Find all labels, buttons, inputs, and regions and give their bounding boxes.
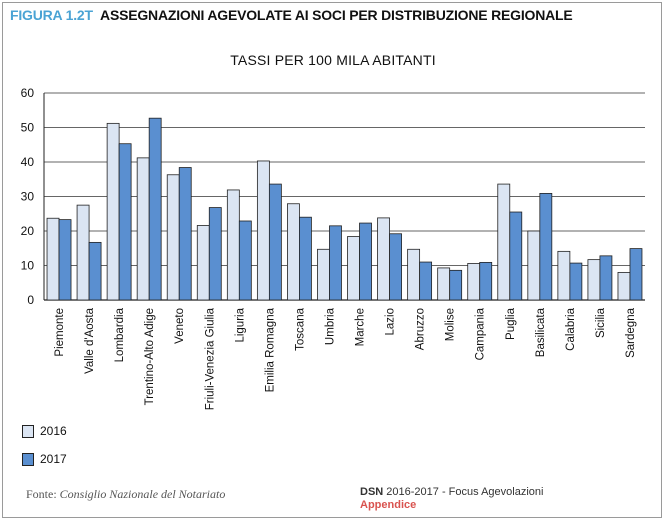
x-tick-label: Basilicata (535, 307, 547, 357)
bar-2016 (136, 157, 150, 301)
publication-text: 2016-2017 - Focus Agevolazioni (386, 486, 544, 498)
x-tick-label: Umbria (324, 307, 336, 345)
bar-2017 (329, 225, 342, 301)
publication-section: Appendice (360, 499, 417, 511)
x-tick-label: Puglia (505, 307, 517, 340)
bar-2017 (599, 255, 613, 301)
y-tick-label: 30 (21, 190, 35, 204)
bar-2016 (287, 203, 300, 301)
bar-2017 (629, 248, 643, 301)
x-tick-label: Toscana (294, 307, 306, 350)
bar-2017 (268, 183, 282, 301)
bar-2017 (449, 269, 463, 301)
x-tick-label: Friuli-Venezia Giulia (204, 307, 216, 410)
legend-label-2016: 2016 (40, 424, 67, 438)
y-tick-label: 60 (21, 86, 35, 100)
y-tick-label: 40 (21, 155, 35, 169)
bar-2016 (407, 248, 421, 301)
legend-swatch-2016 (22, 424, 34, 438)
bar-2017 (569, 262, 583, 301)
x-tick-label: Lazio (385, 308, 397, 336)
x-tick-label: Valle d'Aosta (84, 307, 96, 374)
legend-label-2017: 2017 (40, 452, 67, 466)
bar-2017 (359, 222, 372, 301)
x-tick-label: Liguria (234, 307, 246, 342)
bar-2016 (437, 267, 451, 301)
x-tick-label: Calabria (565, 307, 577, 350)
x-tick-label: Emilia Romagna (264, 307, 276, 392)
x-tick-label: Lombardia (114, 307, 126, 362)
bar-chart: 0 10 20 30 40 50 60 Piemonte Valle d'Aosta Lombar… (21, 86, 645, 410)
source-prefix: Fonte: (26, 487, 57, 501)
bar-2016 (46, 217, 60, 301)
bar-2017 (389, 233, 402, 301)
x-tick-label: Sicilia (595, 307, 607, 338)
bar-2016 (527, 230, 541, 301)
publication-brand: DSN (360, 486, 384, 498)
y-tick-label: 10 (21, 259, 35, 273)
bar-2016 (377, 217, 390, 301)
x-tick-label: Veneto (174, 308, 186, 344)
bar-2017 (299, 216, 312, 301)
y-tick-label: 0 (27, 293, 34, 307)
bar-2016 (497, 183, 511, 301)
x-tick-label: Trentino-Alto Adige (144, 308, 156, 405)
bar-2017 (509, 211, 523, 301)
x-tick-label: Piemonte (54, 308, 66, 357)
figure-label: FIGURA 1.2T (10, 7, 93, 23)
bar-2017 (88, 241, 102, 301)
source-note: Fonte: Consiglio Nazionale del Notariato (26, 487, 225, 502)
bar-2016 (226, 189, 240, 301)
chart-legend: 2016 2017 (22, 422, 67, 478)
y-tick-label: 20 (21, 224, 35, 238)
bar-2017 (58, 219, 72, 301)
bar-2016 (587, 259, 601, 301)
bar-2017 (208, 207, 222, 301)
bar-2017 (238, 220, 252, 301)
chart-title: TASSI PER 100 MILA ABITANTI (230, 52, 436, 68)
figure-title: FIGURA 1.2T ASSEGNAZIONI AGEVOLATE AI SO… (10, 7, 573, 23)
bar-2016 (76, 204, 90, 301)
bar-2016 (317, 248, 330, 301)
bar-2016 (467, 263, 481, 301)
bar-2016 (166, 174, 180, 301)
legend-swatch-2017 (22, 452, 34, 466)
bar-2016 (256, 160, 270, 301)
figure-title-text: ASSEGNAZIONI AGEVOLATE AI SOCI PER DISTR… (100, 7, 573, 23)
x-tick-label: Abruzzo (415, 308, 427, 350)
x-tick-label: Sardegna (625, 307, 637, 357)
bar-2016 (106, 122, 120, 301)
x-tick-label: Marche (355, 308, 367, 346)
publication-info: DSN 2016-2017 - Focus Agevolazioni Appen… (360, 486, 543, 512)
bar-2017 (178, 167, 192, 301)
x-tick-label: Molise (445, 308, 457, 341)
bar-2017 (148, 117, 162, 301)
bar-2016 (196, 225, 210, 301)
x-tick-label: Campania (475, 307, 487, 360)
bar-2016 (347, 236, 360, 301)
legend-item-2017: 2017 (22, 450, 67, 468)
bar-2016 (617, 271, 631, 301)
bar-2017 (118, 143, 132, 301)
source-name: Consiglio Nazionale del Notariato (59, 487, 226, 501)
y-tick-label: 50 (21, 121, 35, 135)
legend-item-2016: 2016 (22, 422, 67, 440)
bar-2017 (419, 261, 433, 301)
bar-2017 (539, 192, 553, 301)
bar-2017 (479, 261, 493, 301)
bar-2016 (557, 250, 571, 301)
